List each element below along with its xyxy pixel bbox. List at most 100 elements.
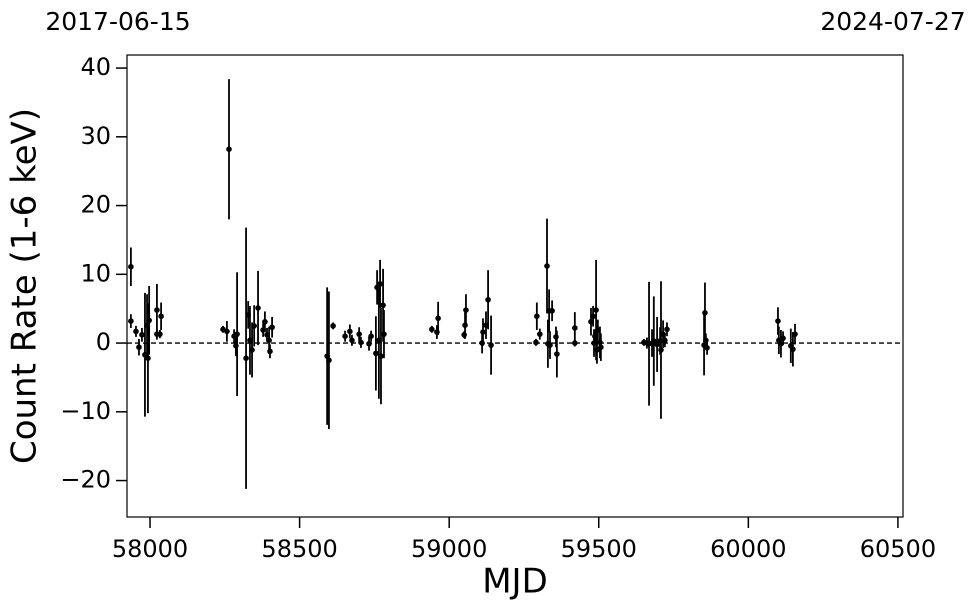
data-point [243, 355, 249, 361]
plot-frame [126, 54, 904, 518]
data-point [326, 357, 332, 364]
data-point [381, 331, 387, 337]
end-date: 2024-07-27 [820, 7, 965, 36]
data-point [366, 340, 372, 347]
y-tick-label: 0 [96, 328, 111, 356]
x-tick-label: 59000 [411, 535, 487, 563]
data-point [267, 348, 273, 355]
data-point [146, 317, 152, 324]
data-point [224, 328, 230, 335]
data-point [434, 329, 440, 335]
data-point [373, 350, 379, 357]
data-point [590, 313, 596, 320]
data-point [792, 331, 798, 337]
data-point [368, 333, 374, 339]
data-point [593, 307, 599, 313]
y-tick-label: 30 [80, 122, 111, 150]
data-point [247, 337, 253, 344]
data-point [658, 347, 664, 353]
data-point [245, 312, 251, 318]
y-tick-label: 10 [80, 259, 111, 287]
data-point [262, 318, 268, 325]
data-point [266, 337, 272, 344]
y-tick-label: 20 [80, 191, 111, 219]
data-point [572, 325, 578, 331]
data-point [775, 318, 781, 324]
data-point [592, 333, 598, 339]
data-point [347, 328, 353, 335]
data-point [251, 323, 257, 329]
data-point [553, 334, 559, 340]
data-point [128, 318, 134, 324]
data-point [790, 346, 796, 353]
data-point [483, 322, 489, 328]
data-point [591, 340, 597, 346]
data-point [157, 331, 163, 337]
data-point [429, 326, 435, 333]
data-point [342, 333, 348, 339]
data-point [330, 323, 336, 329]
data-point [544, 263, 550, 269]
data-point [264, 332, 270, 338]
y-tick-label: 40 [80, 53, 111, 81]
data-point [139, 332, 145, 338]
data-point [463, 307, 469, 313]
x-tick-label: 59500 [561, 535, 637, 563]
data-point [664, 326, 670, 333]
data-point [588, 318, 594, 325]
data-point [234, 331, 240, 337]
data-point [595, 327, 601, 333]
data-point [662, 337, 668, 344]
data-point [145, 355, 151, 361]
y-axis-label: Count Rate (1-6 keV) [5, 108, 45, 464]
data-point [597, 339, 603, 346]
data-point [133, 328, 139, 335]
data-point [377, 281, 383, 287]
data-point [657, 338, 663, 344]
data-point [158, 313, 164, 320]
data-point [136, 344, 142, 350]
data-point [703, 337, 709, 344]
data-point [554, 351, 560, 357]
data-point [594, 347, 600, 353]
start-date: 2017-06-15 [45, 7, 190, 36]
data-point [435, 315, 441, 322]
x-axis-label: MJD [482, 562, 548, 602]
data-point [233, 343, 239, 349]
data-point [488, 342, 494, 348]
data-point [533, 339, 539, 346]
data-point [547, 342, 553, 348]
data-point [480, 329, 486, 335]
data-point [255, 305, 261, 311]
data-point [780, 335, 786, 342]
data-point [704, 345, 710, 351]
data-point [260, 327, 266, 333]
data-point [549, 307, 555, 314]
x-tick-label: 58000 [112, 535, 188, 563]
data-point [128, 263, 134, 270]
data-point [462, 322, 468, 328]
x-tick-label: 60000 [710, 535, 786, 563]
data-point [358, 339, 364, 346]
y-tick-label: −20 [60, 466, 111, 494]
data-point [380, 302, 386, 309]
data-point [376, 337, 382, 344]
data-point [537, 331, 543, 337]
y-tick-label: −10 [60, 397, 111, 425]
data-point [356, 331, 362, 337]
data-point [249, 347, 255, 353]
data-point [534, 313, 540, 320]
data-point [349, 337, 355, 344]
data-point [702, 310, 708, 316]
data-point [154, 307, 160, 313]
data-point [226, 146, 232, 152]
x-tick-label: 58500 [261, 535, 337, 563]
data-point [485, 296, 491, 303]
data-point [660, 331, 666, 337]
data-point [461, 332, 467, 338]
data-point [144, 322, 150, 328]
data-point [479, 340, 485, 346]
data-point [598, 344, 604, 350]
x-tick-label: 60500 [860, 535, 936, 563]
